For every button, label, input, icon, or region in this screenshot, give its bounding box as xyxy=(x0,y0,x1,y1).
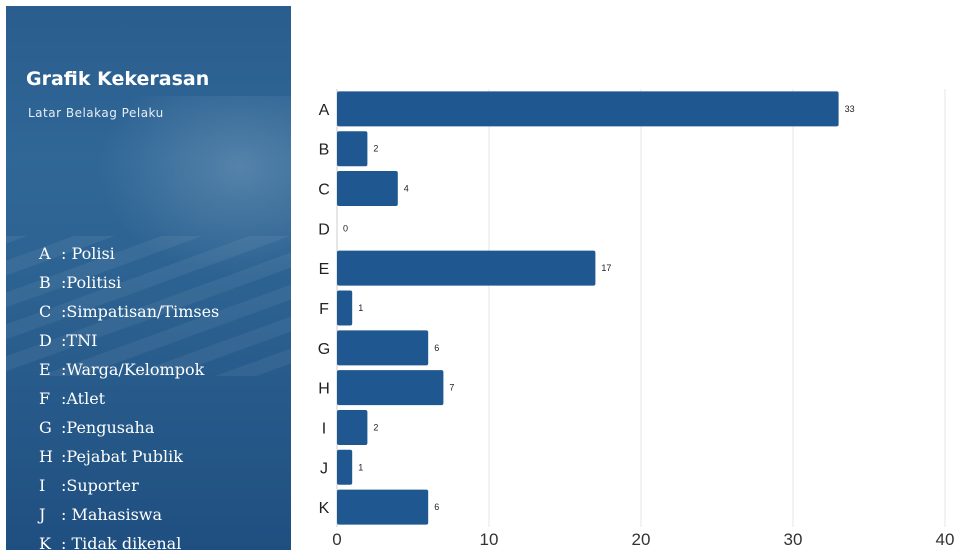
background-photo-keyboard xyxy=(6,236,291,376)
legend-item: B :Politisi xyxy=(39,268,219,297)
x-tick-label: 10 xyxy=(480,530,499,549)
legend-key: K xyxy=(39,534,51,550)
legend-key: C xyxy=(39,302,52,321)
bar xyxy=(337,290,353,326)
legend-item: I :Suporter xyxy=(39,471,219,500)
category-label: G xyxy=(318,341,330,358)
legend-label: :Simpatisan/Timses xyxy=(61,302,220,321)
legend-label: : Tidak dikenal xyxy=(61,534,182,550)
legend-item: D :TNI xyxy=(39,326,219,355)
x-tick-label: 20 xyxy=(632,530,651,549)
data-label: 0 xyxy=(343,223,348,233)
legend-label: :Pengusaha xyxy=(61,418,155,437)
legend-label: :Atlet xyxy=(61,389,106,408)
legend-key: H xyxy=(39,447,53,466)
legend-label: :Politisi xyxy=(61,273,122,292)
category-legend: A : Polisi B :Politisi C :Simpatisan/Timses… xyxy=(39,239,219,550)
bar xyxy=(337,330,429,366)
bar xyxy=(337,370,444,406)
chart-subtitle: Latar Belakag Pelaku xyxy=(28,106,164,120)
legend-key: G xyxy=(39,418,52,437)
legend-item: E :Warga/Kelompok xyxy=(39,355,219,384)
legend-label: : Mahasiswa xyxy=(61,505,163,524)
bar xyxy=(337,409,368,445)
legend-item: F :Atlet xyxy=(39,384,219,413)
data-label: 2 xyxy=(373,422,378,432)
category-label: A xyxy=(319,102,330,119)
data-label: 2 xyxy=(373,144,378,154)
data-label: 1 xyxy=(358,303,363,313)
legend-label: : Polisi xyxy=(61,244,115,263)
category-label: K xyxy=(319,500,330,517)
legend-key: J xyxy=(39,505,46,524)
legend-item: K : Tidak dikenal xyxy=(39,529,219,550)
background-photo-highlight xyxy=(96,96,291,276)
x-tick-label: 40 xyxy=(936,530,955,549)
legend-key: I xyxy=(39,476,46,495)
category-label: J xyxy=(320,460,328,477)
category-label: E xyxy=(319,261,330,278)
category-label: D xyxy=(318,221,330,238)
category-label: B xyxy=(319,142,330,159)
category-label: F xyxy=(319,301,329,318)
legend-item: C :Simpatisan/Timses xyxy=(39,297,219,326)
bar xyxy=(337,131,368,167)
category-label: I xyxy=(322,420,326,437)
data-label: 7 xyxy=(449,383,454,393)
data-label: 33 xyxy=(845,104,855,114)
legend-label: :TNI xyxy=(61,331,98,350)
bar xyxy=(337,489,429,525)
data-label: 17 xyxy=(601,263,611,273)
legend-item: J : Mahasiswa xyxy=(39,500,219,529)
data-label: 1 xyxy=(358,462,363,472)
data-label: 6 xyxy=(434,502,439,512)
bar xyxy=(337,171,398,207)
category-label: C xyxy=(318,182,330,199)
x-tick-label: 0 xyxy=(332,530,341,549)
legend-key: A xyxy=(39,244,51,263)
legend-key: F xyxy=(39,389,51,408)
category-label: H xyxy=(318,381,330,398)
data-label: 6 xyxy=(434,343,439,353)
data-label: 4 xyxy=(404,184,409,194)
legend-label: :Suporter xyxy=(61,476,139,495)
bar xyxy=(337,250,596,286)
legend-item: A : Polisi xyxy=(39,239,219,268)
legend-key: B xyxy=(39,273,51,292)
legend-key: E xyxy=(39,360,51,379)
legend-label: :Warga/Kelompok xyxy=(61,360,205,379)
info-panel: Grafik Kekerasan Latar Belakag Pelaku A:… xyxy=(6,6,291,550)
legend-item: G :Pengusaha xyxy=(39,413,219,442)
bar xyxy=(337,449,353,485)
legend-item: H :Pejabat Publik xyxy=(39,442,219,471)
bar xyxy=(337,91,839,127)
x-tick-label: 30 xyxy=(784,530,803,549)
chart-title: Grafik Kekerasan xyxy=(26,68,210,90)
legend-key: D xyxy=(39,331,52,350)
legend-label: :Pejabat Publik xyxy=(61,447,183,466)
